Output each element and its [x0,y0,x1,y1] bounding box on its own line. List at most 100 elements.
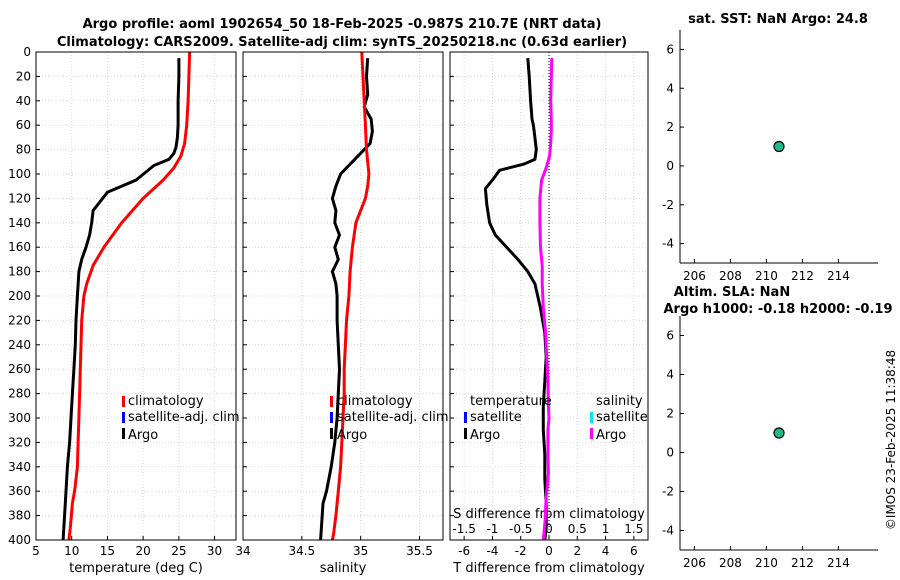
legend-label-s-satellite: satellite [596,410,648,425]
x-tick-label: -4 [486,544,498,558]
axes-frame [449,51,649,541]
series-climatology [67,51,192,541]
x-tick-label: 210 [755,556,778,570]
axes-frame [242,51,444,541]
series-argo [61,58,181,541]
legend-swatch-t-argo [464,428,467,439]
y-tick-label: -2 [662,485,674,499]
x-tick-label: 35 [353,544,368,558]
legend-swatch-s-argo [590,428,593,439]
x-axis-label: T difference from climatology [452,561,645,576]
x-tick-label: 30 [207,544,222,558]
y-tick-label: 180 [8,265,31,279]
series-climatology [330,51,371,541]
x-tick-label: 210 [755,269,778,283]
secondary-x-tick-label: 0.5 [568,522,587,536]
x-tick-label: 212 [791,269,814,283]
y-tick-label: 4 [666,368,674,382]
y-tick-label: 400 [8,533,31,547]
x-tick-label: 0 [545,544,553,558]
secondary-x-tick-label: 1.5 [624,522,643,536]
salinity-legend: climatology satellite-adj. clim Argo [330,394,449,443]
data-point [773,140,785,153]
y-tick-label: 100 [8,167,31,181]
secondary-x-tick-label: 1 [602,522,610,536]
x-tick-label: 208 [719,556,742,570]
y-tick-label: 0 [666,159,674,173]
y-tick-label: 300 [8,411,31,425]
y-tick-label: 340 [8,460,31,474]
y-tick-label: -4 [662,524,674,538]
x-tick-label: 206 [683,556,706,570]
temperature-legend: climatology satellite-adj. clim Argo [122,394,240,443]
legend-swatch-satellite [122,412,125,423]
y-tick-label: -2 [662,198,674,212]
x-tick-label: 4 [602,544,610,558]
series-t-difference-argo [483,57,548,541]
sst-title: sat. SST: NaN Argo: 24.8 [688,12,868,27]
x-tick-label: 15 [100,544,115,558]
y-tick-label: 200 [8,289,31,303]
y-tick-label: 140 [8,216,31,230]
data-point [773,427,785,439]
x-tick-label: 34.5 [288,544,315,558]
series-argo [319,58,374,541]
legend-label-climatology: climatology [337,394,413,409]
series-s-difference-argo [538,58,554,541]
y-tick-label: 260 [8,362,31,376]
x-axis-label: temperature (deg C) [69,561,203,576]
legend-swatch-s-satellite [590,412,593,423]
x-tick-label: 5 [32,544,40,558]
imos-timestamp: ©IMOS 23-Feb-2025 11:38:48 [884,350,898,530]
temperature-panel: 0 20 40 60 80 100 120 140 160 180 200 220 240 260 280 3… [8,45,237,576]
x-tick-label: 2 [573,544,581,558]
legend-label-s-argo: Argo [596,428,626,443]
x-tick-label: 10 [64,544,79,558]
x-tick-label: 214 [827,556,850,570]
y-tick-label: 120 [8,191,31,205]
y-tick-label: 60 [16,118,31,132]
difference-legend: temperature satellite Argo salinity sate… [464,394,648,443]
x-tick-label: 6 [630,544,638,558]
y-tick-label: 280 [8,387,31,401]
x-axis-label: salinity [320,561,367,576]
x-tick-label: 212 [791,556,814,570]
y-tick-label: 0 [23,45,31,59]
y-tick-label: 2 [666,120,674,134]
sla-panel: 6 4 2 0 -2 -4 206 208 210 212 214 [662,316,878,570]
y-tick-label: 6 [666,329,674,343]
legend-title-salinity: salinity [596,394,643,409]
x-tick-label: 206 [683,269,706,283]
x-tick-label: -2 [515,544,527,558]
y-tick-label: 360 [8,484,31,498]
legend-label-satellite: satellite-adj. clim [337,410,449,425]
y-tick-label: 320 [8,435,31,449]
figure-title-line2: Climatology: CARS2009. Satellite-adj cli… [57,35,627,50]
secondary-x-tick-label: -0.5 [509,522,532,536]
y-tick-label: 380 [8,509,31,523]
x-tick-label: 214 [827,269,850,283]
y-tick-label: 20 [16,69,31,83]
y-tick-label: 40 [16,94,31,108]
x-tick-label: -6 [458,544,470,558]
y-tick-label: 240 [8,338,31,352]
legend-swatch-argo [330,428,333,439]
x-tick-label: 25 [171,544,186,558]
legend-label-argo: Argo [128,428,158,443]
legend-swatch-climatology [122,396,125,407]
sst-panel: 6 4 2 0 -2 -4 206 208 210 212 214 [662,30,878,283]
legend-swatch-t-satellite [464,412,467,423]
legend-label-climatology: climatology [128,394,204,409]
legend-swatch-satellite [330,412,333,423]
legend-label-satellite: satellite-adj. clim [128,410,240,425]
legend-label-argo: Argo [337,428,367,443]
secondary-x-tick-label: 0 [545,522,553,536]
legend-label-t-satellite: satellite [470,410,522,425]
salinity-panel: 34 34.5 35 35.5 salinity [235,51,444,576]
legend-title-temperature: temperature [470,394,552,409]
axes-frame [35,51,237,541]
secondary-x-tick-label: -1 [486,522,498,536]
y-tick-label: 2 [666,407,674,421]
y-tick-label: 0 [666,446,674,460]
y-tick-label: 220 [8,313,31,327]
